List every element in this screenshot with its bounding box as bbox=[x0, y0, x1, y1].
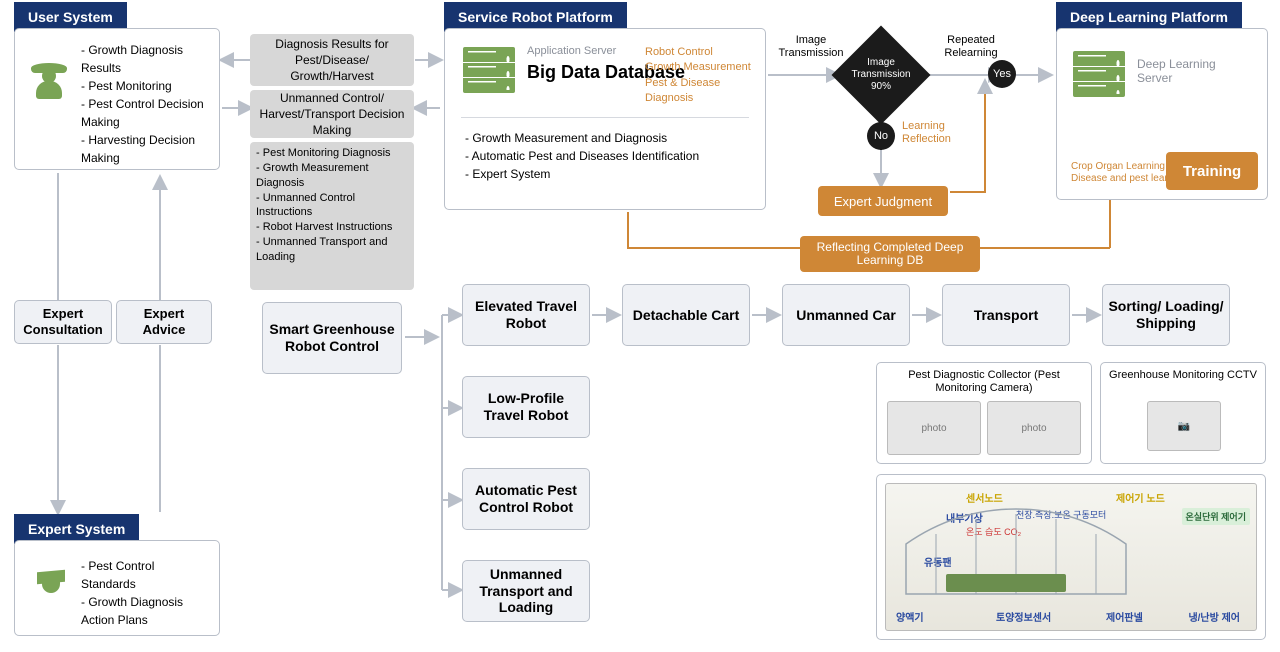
list-item: - Growth Measurement Diagnosis bbox=[256, 161, 408, 191]
list-item: - Pest Monitoring Diagnosis bbox=[256, 146, 408, 161]
list-item: Growth Measurement and Diagnosis bbox=[465, 129, 699, 147]
list-item: - Unmanned Transport and Loading bbox=[256, 235, 408, 265]
features-list: Growth Measurement and Diagnosis Automat… bbox=[465, 129, 699, 183]
list-item: Pest & Disease Diagnosis bbox=[645, 76, 765, 107]
server-icon bbox=[463, 47, 515, 98]
unmanned-transport-box: Unmanned Transport and Loading bbox=[462, 560, 590, 622]
cctv-panel: Greenhouse Monitoring CCTV 📷 bbox=[1100, 362, 1266, 464]
list-item: Expert System bbox=[465, 165, 699, 183]
image-trans-label: Image Transmission bbox=[776, 34, 846, 60]
lowprofile-robot-box: Low-Profile Travel Robot bbox=[462, 376, 590, 438]
farmer-icon bbox=[29, 59, 69, 99]
learning-reflection-label: Learning Reflection bbox=[902, 120, 968, 146]
gh-label: 센서노드 bbox=[966, 490, 1003, 505]
user-system-panel: Growth Diagnosis Results Pest Monitoring… bbox=[14, 28, 220, 170]
pest-collector-label: Pest Diagnostic Collector (Pest Monitori… bbox=[885, 369, 1083, 395]
sorting-box: Sorting/ Loading/ Shipping bbox=[1102, 284, 1230, 346]
app-server-label: Application Server bbox=[527, 45, 616, 57]
expert-system-list: Pest Control Standards Growth Diagnosis … bbox=[81, 557, 211, 629]
gh-label: 냉/난방 제어 bbox=[1188, 609, 1240, 624]
list-item: - Unmanned Control Instructions bbox=[256, 191, 408, 221]
gh-label: 제어기 노드 bbox=[1116, 490, 1165, 505]
features-orange: Robot Control Growth Measurement Pest & … bbox=[645, 45, 765, 107]
monitoring-list-box: - Pest Monitoring Diagnosis - Growth Mea… bbox=[250, 142, 414, 290]
cctv-label: Greenhouse Monitoring CCTV bbox=[1109, 369, 1257, 382]
smart-control-box: Smart Greenhouse Robot Control bbox=[262, 302, 402, 374]
pest-photo-placeholder: photo bbox=[987, 401, 1081, 455]
greenhouse-illustration: 센서노드 제어기 노드 내부기상 천장.측창.보온 구동모터 온실단위 제어기 … bbox=[885, 483, 1257, 631]
list-item: Growth Diagnosis Action Plans bbox=[81, 593, 211, 629]
grad-cap-icon bbox=[31, 571, 71, 601]
list-item: Robot Control bbox=[645, 45, 765, 60]
yes-circle: Yes bbox=[988, 60, 1016, 88]
greenhouse-panel: 센서노드 제어기 노드 내부기상 천장.측창.보온 구동모터 온실단위 제어기 … bbox=[876, 474, 1266, 640]
server-icon bbox=[1073, 51, 1125, 102]
list-item: Harvesting Decision Making bbox=[81, 131, 211, 167]
expert-consultation-box: Expert Consultation bbox=[14, 300, 112, 344]
list-item: Growth Diagnosis Results bbox=[81, 41, 211, 77]
cctv-icon: 📷 bbox=[1147, 401, 1221, 451]
training-box: Training bbox=[1166, 152, 1258, 190]
unmanned-car-box: Unmanned Car bbox=[782, 284, 910, 346]
list-item: Pest Control Decision Making bbox=[81, 95, 211, 131]
unmanned-decision-box: Unmanned Control/ Harvest/Transport Deci… bbox=[250, 90, 414, 138]
service-robot-panel: Application Server Big Data Database Rob… bbox=[444, 28, 766, 210]
elevated-robot-box: Elevated Travel Robot bbox=[462, 284, 590, 346]
autopest-robot-box: Automatic Pest Control Robot bbox=[462, 468, 590, 530]
expert-judgment-box: Expert Judgment bbox=[818, 186, 948, 216]
list-item: - Robot Harvest Instructions bbox=[256, 220, 408, 235]
list-item: Growth Measurement bbox=[645, 60, 765, 75]
user-system-list: Growth Diagnosis Results Pest Monitoring… bbox=[81, 41, 211, 167]
list-item: Pest Monitoring bbox=[81, 77, 211, 95]
expert-advice-box: Expert Advice bbox=[116, 300, 212, 344]
repeated-label: Repeated Relearning bbox=[936, 34, 1006, 60]
pest-photo-placeholder: photo bbox=[887, 401, 981, 455]
detachable-cart-box: Detachable Cart bbox=[622, 284, 750, 346]
list-item: Pest Control Standards bbox=[81, 557, 211, 593]
transport-box: Transport bbox=[942, 284, 1070, 346]
list-item: Automatic Pest and Diseases Identificati… bbox=[465, 147, 699, 165]
diag-results-box: Diagnosis Results for Pest/Disease/ Grow… bbox=[250, 34, 414, 86]
dl-server-label: Deep Learning Server bbox=[1137, 57, 1247, 86]
greenhouse-shape-icon bbox=[896, 504, 1136, 614]
decision-diamond: Image Transmission 90% bbox=[832, 26, 931, 125]
gh-label: 온실단위 제어기 bbox=[1182, 508, 1250, 525]
no-circle: No bbox=[867, 122, 895, 150]
pest-collector-panel: Pest Diagnostic Collector (Pest Monitori… bbox=[876, 362, 1092, 464]
reflecting-db-box: Reflecting Completed Deep Learning DB bbox=[800, 236, 980, 272]
expert-system-panel: Pest Control Standards Growth Diagnosis … bbox=[14, 540, 220, 636]
